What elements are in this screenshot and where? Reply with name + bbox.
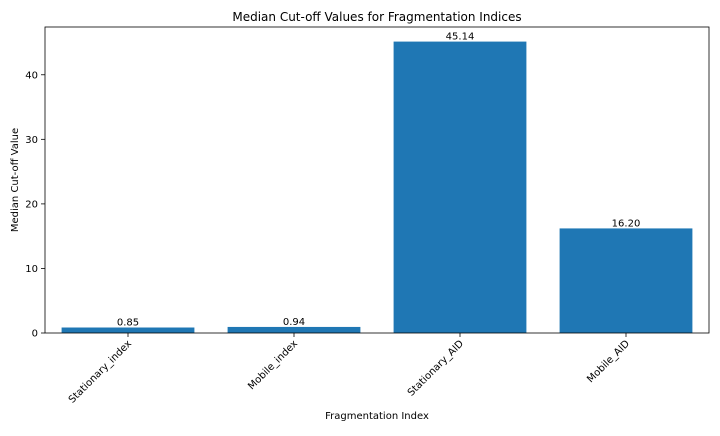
y-tick-label: 20: [25, 199, 38, 210]
x-tick-label: Mobile_AID: [585, 338, 632, 385]
y-axis: 0 10 20 30 40: [25, 70, 45, 340]
bar-mobile-aid: [559, 228, 693, 333]
y-tick-label: 10: [25, 264, 38, 275]
bar-stationary-index: [61, 327, 195, 333]
bars-layer: [61, 41, 693, 333]
y-tick-label: 30: [25, 135, 38, 146]
axes-frame: [44, 26, 710, 334]
value-label: 0.94: [283, 317, 305, 328]
value-label: 16.20: [612, 218, 641, 229]
value-label: 45.14: [446, 32, 475, 43]
value-labels-layer: 0.85 0.94 45.14 16.20: [117, 32, 640, 329]
bar-mobile-index: [227, 326, 361, 333]
chart-title: Median Cut-off Values for Fragmentation …: [232, 10, 521, 24]
x-axis: Stationary_index Mobile_index Stationary_A…: [67, 333, 632, 406]
x-axis-label: Fragmentation Index: [325, 411, 429, 422]
bar-stationary-aid: [393, 41, 527, 333]
x-tick-label: Stationary_index: [67, 338, 134, 405]
value-label: 0.85: [117, 318, 139, 329]
y-tick-label: 0: [32, 329, 38, 340]
x-tick-label: Stationary_AID: [406, 338, 466, 398]
y-axis-label: Median Cut-off Value: [10, 128, 21, 232]
y-tick-label: 40: [25, 70, 38, 81]
x-tick-label: Mobile_index: [246, 338, 300, 392]
